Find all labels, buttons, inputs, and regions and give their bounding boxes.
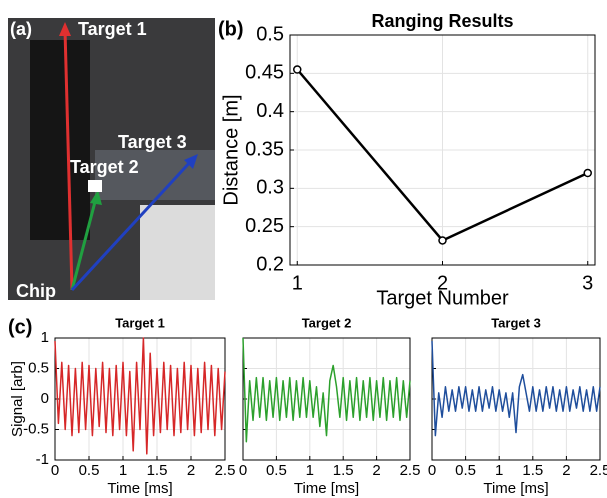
photo-target: [88, 180, 102, 192]
y-tick-label: 1: [41, 329, 49, 346]
x-tick-label: 1: [119, 462, 127, 479]
x-tick-label: 1: [495, 462, 503, 479]
x-tick-label: 2: [372, 462, 380, 479]
plot-frame: [289, 34, 596, 266]
x-tick-label: 2: [562, 462, 570, 479]
plot-frame: [431, 337, 601, 461]
y-tick-label: -0.5: [23, 420, 49, 437]
y-tick-label: 0.5: [28, 359, 49, 376]
chart-title: Target 2: [302, 315, 352, 330]
panel-label: (c): [8, 316, 32, 338]
arrow-target-3: [70, 158, 194, 292]
data-line: [54, 337, 226, 455]
panel-label: (a): [10, 19, 32, 39]
panel-label: (b): [218, 18, 244, 40]
y-tick-label: 0.2: [256, 253, 284, 275]
x-axis-label: Time [ms]: [107, 480, 172, 497]
plot-frame: [54, 337, 226, 461]
x-tick-label: 1: [292, 272, 303, 294]
data-point: [583, 168, 592, 178]
x-tick-label: 1.5: [333, 462, 354, 479]
data-point: [438, 236, 447, 245]
photo-label: Target 3: [118, 132, 187, 152]
arrow-head: [59, 22, 71, 36]
arrow-target-1: [63, 29, 74, 291]
x-tick-label: 0.5: [455, 462, 476, 479]
data-point: [293, 65, 302, 74]
x-tick-label: 2.5: [215, 462, 236, 479]
x-tick-label: 0: [239, 462, 247, 479]
y-tick-label: 0.5: [256, 23, 284, 45]
chart-title: Target 3: [491, 315, 541, 330]
photo-label: Chip: [16, 281, 56, 301]
photo-mount: [140, 205, 215, 300]
y-tick-label: 0: [41, 390, 49, 407]
x-tick-label: 3: [582, 272, 593, 294]
arrow-target-2: [70, 197, 98, 291]
photo-label: Target 1: [78, 19, 147, 39]
y-tick-label: 0.35: [245, 138, 284, 160]
x-tick-label: 0.5: [79, 462, 100, 479]
y-tick-label: 0.45: [245, 62, 284, 84]
x-tick-label: 2: [437, 272, 448, 294]
photo-panel: (a) Target 1 Target 3 Target 2 Chip: [8, 18, 215, 301]
y-tick-label: 0.25: [245, 215, 284, 237]
arrow-head: [90, 190, 102, 205]
y-tick-label: 0.3: [256, 177, 284, 199]
x-axis-label: Target Number: [376, 287, 509, 309]
y-tick-label: 0.4: [256, 100, 284, 122]
chart-title: Ranging Results: [371, 11, 513, 31]
x-tick-label: 0: [428, 462, 436, 479]
x-tick-label: 2.5: [400, 462, 421, 479]
y-axis-label: Distance [m]: [220, 94, 242, 205]
photo-label: Target 2: [70, 157, 139, 177]
data-line: [431, 341, 601, 437]
y-tick-label: -1: [36, 451, 49, 468]
x-tick-label: 0: [51, 462, 59, 479]
x-tick-label: 0.5: [266, 462, 287, 479]
x-tick-label: 2: [187, 462, 195, 479]
data-line: [242, 337, 411, 443]
x-tick-label: 2.5: [590, 462, 607, 479]
x-tick-label: 1: [306, 462, 314, 479]
x-axis-label: Time [ms]: [294, 480, 359, 497]
chart-title: Target 1: [115, 315, 165, 330]
photo-rail: [30, 40, 90, 240]
x-tick-label: 1.5: [147, 462, 168, 479]
y-axis-label: Signal [arb]: [9, 361, 26, 437]
plot-frame: [242, 337, 411, 461]
arrow-head: [184, 154, 198, 169]
x-axis-label: Time [ms]: [483, 480, 548, 497]
x-tick-label: 1.5: [522, 462, 543, 479]
